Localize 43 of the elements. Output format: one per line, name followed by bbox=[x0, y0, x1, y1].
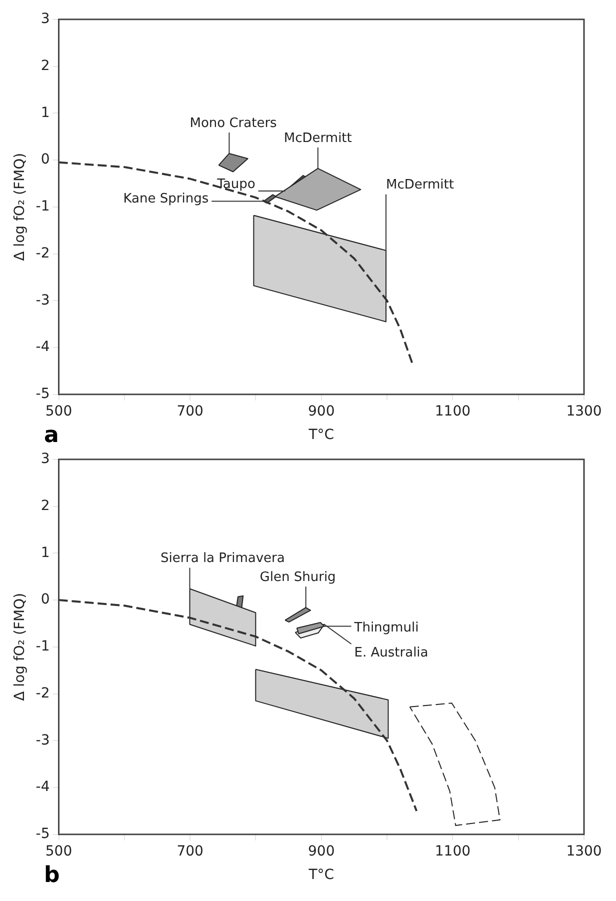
y-tick-label: -2 bbox=[36, 245, 50, 262]
y-tick-label: 3 bbox=[40, 11, 50, 28]
y-tick-label: -5 bbox=[36, 386, 50, 402]
y-tick-label: -4 bbox=[36, 779, 50, 796]
y-tick-label: -2 bbox=[36, 685, 50, 702]
text: McDermitt bbox=[386, 178, 454, 193]
x-tick-label: 900 bbox=[308, 843, 335, 860]
y-tick-label: -1 bbox=[36, 638, 50, 655]
x-tick-label: 700 bbox=[176, 843, 204, 860]
text: a bbox=[44, 423, 59, 448]
x-axis-title: T°C bbox=[308, 867, 334, 884]
y-tick-label: 0 bbox=[40, 592, 50, 608]
y-tick-label: -3 bbox=[36, 292, 50, 308]
y-tick-label: -5 bbox=[36, 826, 50, 842]
y-tick-label: 3 bbox=[40, 451, 50, 468]
x-tick-label: 1300 bbox=[566, 403, 602, 420]
text: Mono Craters bbox=[190, 116, 278, 131]
y-tick-label: -3 bbox=[36, 732, 50, 748]
x-tick-label: 1100 bbox=[434, 843, 471, 860]
y-tick-label: -4 bbox=[36, 339, 50, 356]
y-tick-label: 1 bbox=[40, 104, 50, 121]
text: Kane Springs bbox=[123, 191, 209, 206]
y-tick-label: 2 bbox=[40, 498, 50, 514]
x-tick-label: 500 bbox=[45, 403, 72, 420]
x-axis-title: T°C bbox=[308, 427, 334, 444]
text: b bbox=[44, 863, 60, 888]
text: McDermitt bbox=[284, 130, 352, 146]
y-axis-title: Δ log fO₂ (FMQ) bbox=[12, 152, 28, 261]
x-tick-label: 900 bbox=[308, 403, 335, 420]
text: Glen Shurig bbox=[260, 570, 336, 585]
text: E. Australia bbox=[354, 645, 428, 660]
x-tick-label: 1300 bbox=[566, 843, 602, 860]
x-tick-label: 700 bbox=[176, 403, 204, 420]
y-tick-label: -1 bbox=[36, 198, 50, 215]
text: Taupo bbox=[216, 177, 256, 192]
text: Sierra la Primavera bbox=[160, 551, 285, 566]
text: Thingmuli bbox=[353, 620, 419, 636]
y-tick-label: 1 bbox=[40, 544, 50, 561]
y-axis-title: Δ log fO₂ (FMQ) bbox=[12, 592, 28, 701]
y-tick-label: 2 bbox=[40, 58, 50, 74]
x-tick-label: 500 bbox=[45, 843, 72, 860]
x-tick-label: 1100 bbox=[434, 403, 471, 420]
y-tick-label: 0 bbox=[40, 152, 50, 168]
